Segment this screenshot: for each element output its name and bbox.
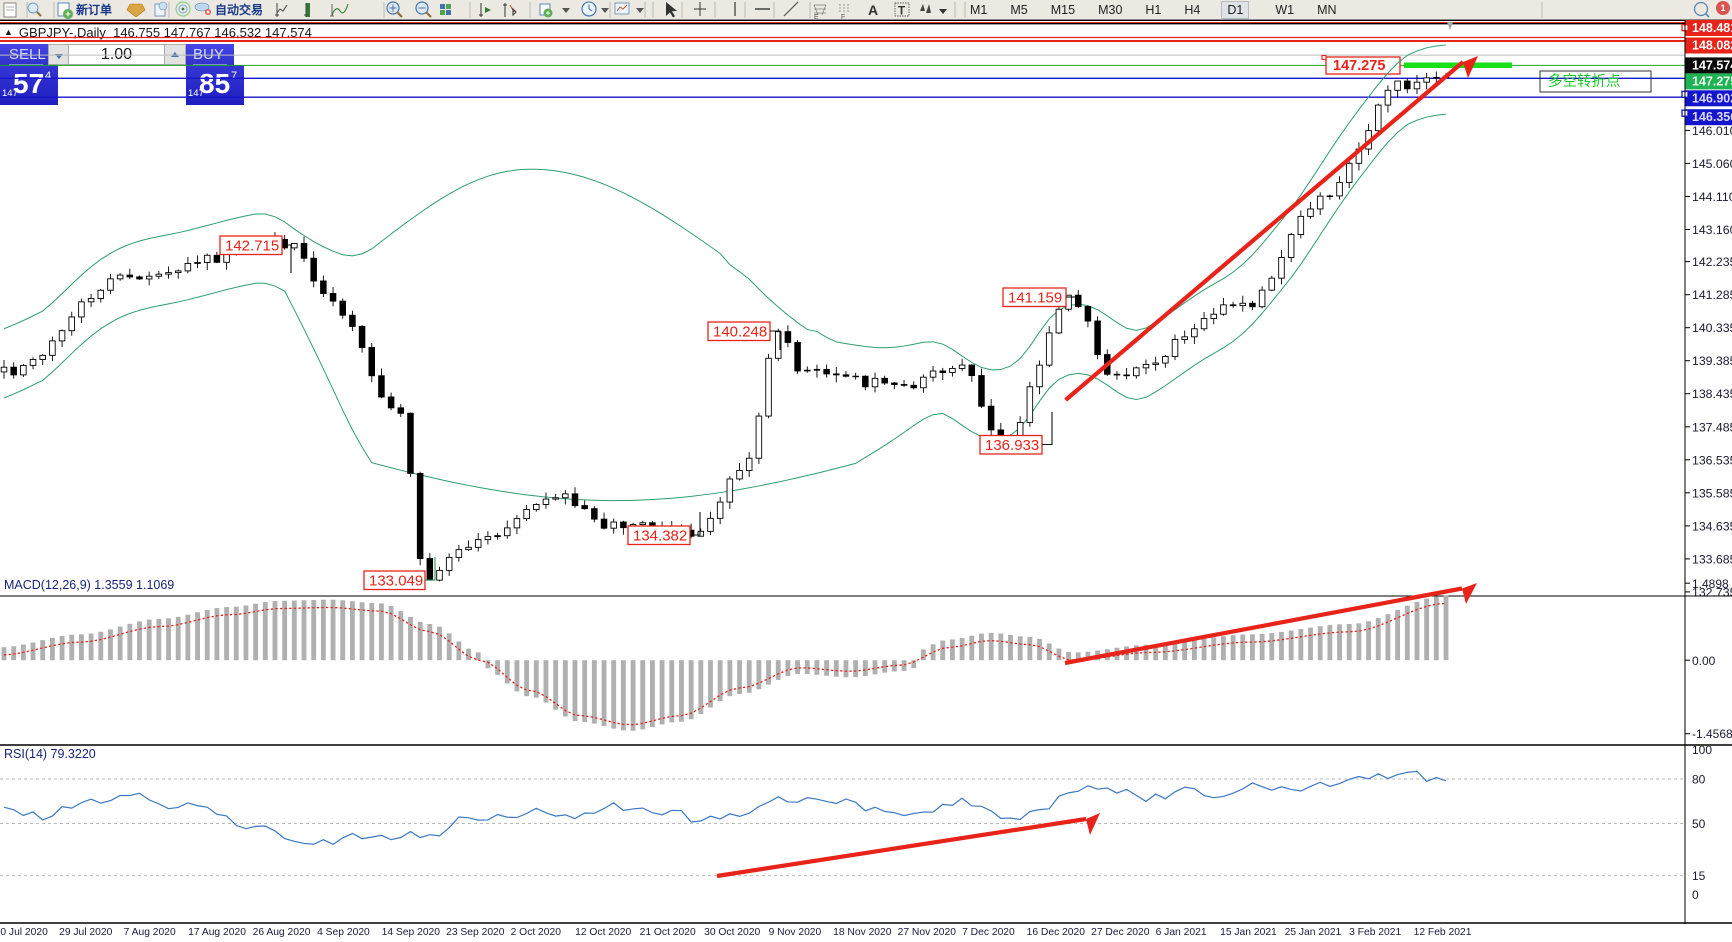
- svg-text:15: 15: [1692, 869, 1706, 883]
- svg-text:143.160: 143.160: [1692, 223, 1732, 237]
- svg-text:50: 50: [1692, 817, 1706, 831]
- svg-text:134.635: 134.635: [1692, 519, 1732, 533]
- svg-text:0.00: 0.00: [1692, 654, 1716, 668]
- svg-text:80: 80: [1692, 773, 1706, 787]
- svg-text:多空转折点: 多空转折点: [1548, 73, 1621, 90]
- svg-text:141.159: 141.159: [1008, 290, 1062, 307]
- svg-text:147.275: 147.275: [1333, 58, 1385, 74]
- svg-text:135.585: 135.585: [1692, 486, 1732, 500]
- svg-text:148.082: 148.082: [1692, 39, 1732, 53]
- svg-text:146.902: 146.902: [1692, 91, 1732, 105]
- svg-text:1: 1: [1720, 3, 1725, 13]
- svg-text:141.285: 141.285: [1692, 288, 1732, 302]
- svg-text:134.382: 134.382: [633, 528, 687, 545]
- svg-text:100: 100: [1692, 746, 1712, 757]
- svg-text:133.685: 133.685: [1692, 552, 1732, 566]
- svg-text:146.356: 146.356: [1692, 110, 1732, 124]
- svg-text:147.275: 147.275: [1692, 74, 1732, 88]
- svg-text:140.248: 140.248: [713, 324, 767, 341]
- svg-text:142.715: 142.715: [225, 238, 279, 255]
- svg-text:148.481: 148.481: [1692, 21, 1732, 35]
- svg-text:138.435: 138.435: [1692, 387, 1732, 401]
- svg-text:1.4898: 1.4898: [1692, 577, 1729, 591]
- svg-text:137.485: 137.485: [1692, 420, 1732, 434]
- svg-text:MACD(12,26,9) 1.3559 1.1069: MACD(12,26,9) 1.3559 1.1069: [4, 578, 174, 592]
- svg-text:147.574: 147.574: [1692, 58, 1732, 72]
- svg-text:-1.4568: -1.4568: [1692, 727, 1732, 741]
- svg-text:136.535: 136.535: [1692, 453, 1732, 467]
- svg-text:0: 0: [1692, 888, 1699, 902]
- svg-text:145.060: 145.060: [1692, 157, 1732, 171]
- svg-text:136.933: 136.933: [985, 437, 1039, 454]
- svg-text:RSI(14) 79.3220: RSI(14) 79.3220: [4, 747, 96, 761]
- svg-text:139.385: 139.385: [1692, 354, 1732, 368]
- svg-text:146.010: 146.010: [1692, 124, 1732, 138]
- svg-text:142.235: 142.235: [1692, 255, 1732, 269]
- svg-text:140.335: 140.335: [1692, 321, 1732, 335]
- svg-text:144.110: 144.110: [1692, 190, 1732, 204]
